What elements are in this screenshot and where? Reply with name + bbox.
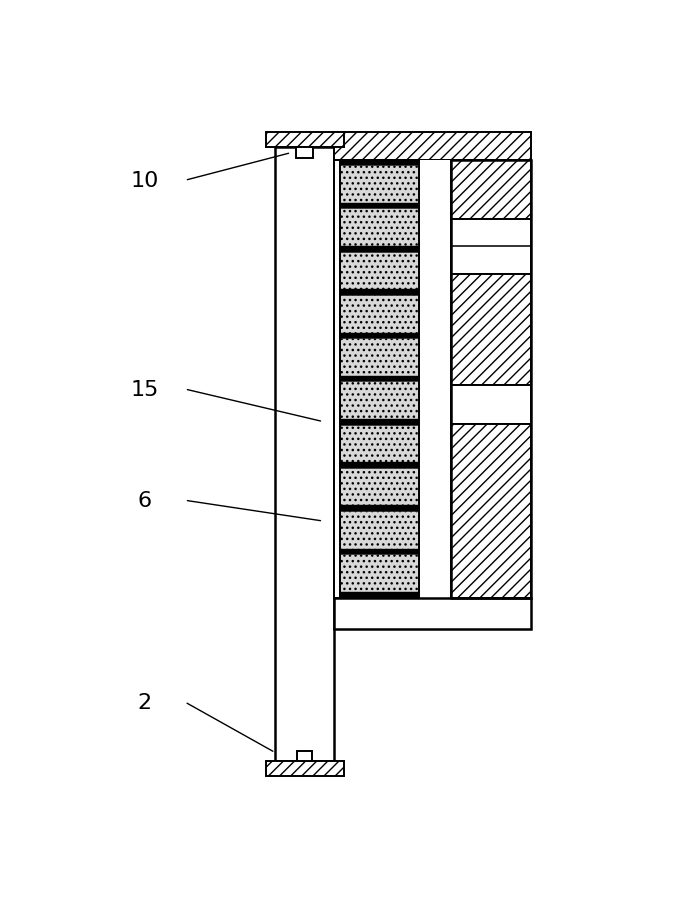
Bar [341,555,419,593]
Bar [451,219,531,275]
Bar [341,333,419,338]
Text: 6: 6 [138,491,152,511]
Bar [341,209,419,247]
Bar [341,161,419,166]
Bar [275,148,334,761]
Bar [341,425,419,463]
Bar [451,275,531,386]
Bar [341,247,419,253]
Bar [341,468,419,506]
Text: 2: 2 [138,692,152,712]
Bar [341,376,419,382]
Bar [266,761,343,777]
Bar [341,296,419,333]
Bar [341,253,419,290]
Bar [341,204,419,209]
Text: 15: 15 [131,380,159,400]
Bar [334,161,341,598]
Bar [451,161,531,598]
Bar [341,463,419,468]
Bar [341,549,419,555]
Bar [341,593,419,598]
Bar [341,419,419,425]
Bar [451,161,531,219]
Bar [341,161,419,598]
Bar [341,382,419,419]
Bar [451,424,531,598]
Bar [341,290,419,296]
Bar [334,133,531,161]
Bar [341,166,419,204]
Bar [297,750,312,761]
Bar [296,148,313,159]
Bar [334,598,531,630]
Bar [341,511,419,549]
Bar [341,506,419,511]
Bar [451,386,531,424]
Bar [266,133,343,148]
Text: 10: 10 [131,171,159,191]
Bar [341,338,419,376]
Bar [419,161,451,598]
